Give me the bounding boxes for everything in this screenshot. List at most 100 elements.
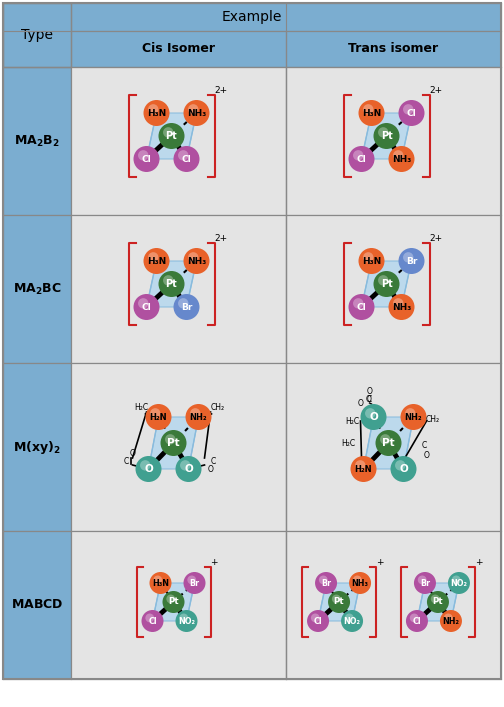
Text: H₂N: H₂N (150, 412, 167, 421)
Text: O: O (184, 464, 193, 474)
Text: NH₃: NH₃ (392, 303, 411, 312)
Circle shape (353, 298, 363, 308)
Text: Pt: Pt (381, 279, 393, 289)
Circle shape (373, 123, 400, 149)
Text: Trans isomer: Trans isomer (348, 42, 438, 56)
Text: O: O (423, 450, 429, 460)
Text: H₂C: H₂C (135, 402, 149, 411)
Bar (286, 363, 501, 531)
Circle shape (183, 100, 210, 126)
Circle shape (134, 294, 159, 320)
Text: H₃N: H₃N (362, 257, 381, 266)
Text: Type: Type (21, 28, 53, 42)
Circle shape (378, 275, 389, 286)
Circle shape (173, 146, 200, 172)
Text: O: O (365, 395, 371, 404)
Circle shape (134, 146, 159, 172)
Text: NH₃: NH₃ (352, 578, 368, 588)
Circle shape (418, 575, 426, 584)
Circle shape (410, 614, 419, 622)
Text: 2+: 2+ (215, 86, 228, 95)
Text: C: C (123, 457, 129, 465)
Text: Cl: Cl (142, 303, 151, 312)
Circle shape (389, 146, 414, 172)
Polygon shape (363, 417, 413, 469)
Circle shape (414, 572, 436, 594)
Text: Cis Isomer: Cis Isomer (142, 42, 215, 56)
Text: CH₂: CH₂ (425, 416, 439, 424)
Circle shape (380, 434, 391, 445)
Bar (71, 363, 286, 531)
Circle shape (138, 298, 149, 308)
Circle shape (393, 150, 403, 160)
Circle shape (348, 146, 374, 172)
Circle shape (399, 248, 424, 274)
Circle shape (358, 248, 385, 274)
Polygon shape (361, 261, 411, 307)
Circle shape (427, 591, 449, 613)
Circle shape (145, 614, 154, 622)
Polygon shape (318, 583, 360, 621)
Text: Br: Br (190, 578, 200, 588)
Circle shape (403, 104, 413, 115)
Text: Cl: Cl (142, 155, 151, 163)
Circle shape (148, 252, 158, 262)
Circle shape (150, 408, 160, 419)
Circle shape (389, 294, 414, 320)
Bar (71, 215, 286, 363)
Circle shape (315, 572, 337, 594)
Circle shape (138, 150, 149, 160)
Circle shape (373, 271, 400, 297)
Circle shape (136, 456, 161, 482)
Circle shape (160, 430, 186, 456)
Bar (3, 531, 71, 679)
Bar (3, 31, 501, 67)
Circle shape (399, 100, 424, 126)
Circle shape (332, 595, 341, 603)
Text: O: O (399, 464, 408, 474)
Circle shape (183, 248, 210, 274)
Bar (71, 531, 286, 679)
Text: Example: Example (222, 10, 282, 24)
Text: O: O (208, 464, 213, 474)
Text: Pt: Pt (166, 131, 177, 141)
Circle shape (185, 404, 212, 430)
Circle shape (358, 100, 385, 126)
Text: H₃N: H₃N (147, 108, 166, 117)
Circle shape (403, 252, 413, 262)
Text: NH₂: NH₂ (443, 617, 460, 626)
Bar (3, 3, 501, 31)
Text: Cl: Cl (313, 617, 323, 626)
Polygon shape (147, 113, 197, 159)
Circle shape (341, 610, 363, 632)
Circle shape (142, 610, 163, 632)
Circle shape (319, 575, 328, 584)
Text: NO₂: NO₂ (344, 617, 360, 626)
Circle shape (431, 595, 439, 603)
Circle shape (190, 408, 201, 419)
Text: $\mathbf{MABCD}$: $\mathbf{MABCD}$ (11, 599, 63, 612)
Text: Br: Br (406, 257, 417, 266)
Text: H₃N: H₃N (152, 578, 169, 588)
Circle shape (179, 614, 188, 622)
Circle shape (140, 460, 151, 471)
Circle shape (175, 610, 198, 632)
Circle shape (153, 575, 162, 584)
Circle shape (349, 572, 371, 594)
Text: 2+: 2+ (429, 234, 443, 243)
Text: NH₃: NH₃ (187, 108, 206, 117)
Circle shape (311, 614, 320, 622)
Text: O: O (369, 412, 378, 422)
Text: NO₂: NO₂ (451, 578, 467, 588)
Text: Cl: Cl (407, 108, 416, 117)
Circle shape (395, 460, 405, 471)
Text: H₃N: H₃N (147, 257, 166, 266)
Circle shape (448, 572, 470, 594)
Circle shape (187, 575, 196, 584)
Text: +: + (475, 558, 482, 567)
Circle shape (188, 252, 199, 262)
Circle shape (144, 248, 169, 274)
Text: Br: Br (181, 303, 192, 312)
Polygon shape (147, 261, 197, 307)
Circle shape (360, 404, 387, 430)
